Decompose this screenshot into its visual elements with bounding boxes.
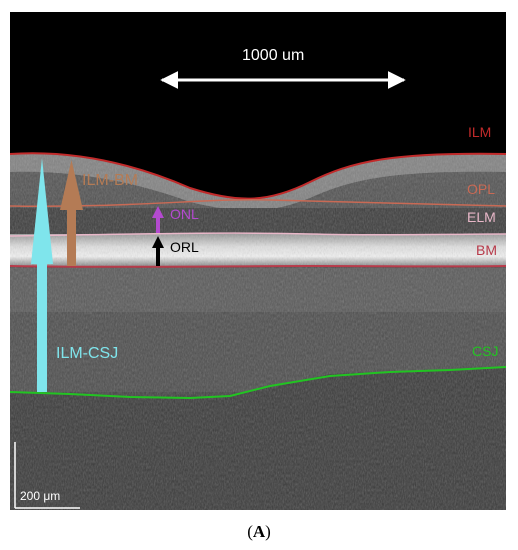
onl-label: ONL <box>170 206 199 222</box>
caption-open: ( <box>247 522 253 541</box>
scale-label-200um: 200 μm <box>20 489 61 503</box>
ilm-csj-arrow <box>31 158 53 392</box>
oct-scan-figure: 1000 um ILM OPL ELM BM CSJ ILM-BM ONL OR… <box>10 12 506 510</box>
elm-layer-label: ELM <box>467 209 496 225</box>
oct-scan-image <box>10 12 506 510</box>
orl-arrow <box>152 236 164 266</box>
csj-layer-label: CSJ <box>472 343 499 359</box>
ilm-bm-label: ILM-BM <box>82 172 138 189</box>
bm-boundary-line <box>10 264 506 268</box>
orl-label: ORL <box>170 239 199 255</box>
bm-layer-label: BM <box>476 242 497 258</box>
opl-layer-label: OPL <box>467 181 496 197</box>
elm-boundary-line <box>10 232 506 237</box>
ilm-layer-label: ILM <box>468 124 492 140</box>
onl-arrow <box>152 206 164 233</box>
csj-boundary-line <box>10 366 506 400</box>
scale-bar-200um <box>14 442 80 509</box>
caption-letter: A <box>252 522 266 541</box>
opl-boundary-line <box>10 199 506 207</box>
ilm-csj-label: ILM-CSJ <box>56 345 119 362</box>
panel-caption: (A) <box>0 522 518 542</box>
caption-close: ) <box>265 522 271 541</box>
ilm-boundary-line <box>10 152 506 200</box>
scale-label-1000um: 1000 um <box>242 47 305 64</box>
ilm-bm-arrow <box>60 160 83 266</box>
